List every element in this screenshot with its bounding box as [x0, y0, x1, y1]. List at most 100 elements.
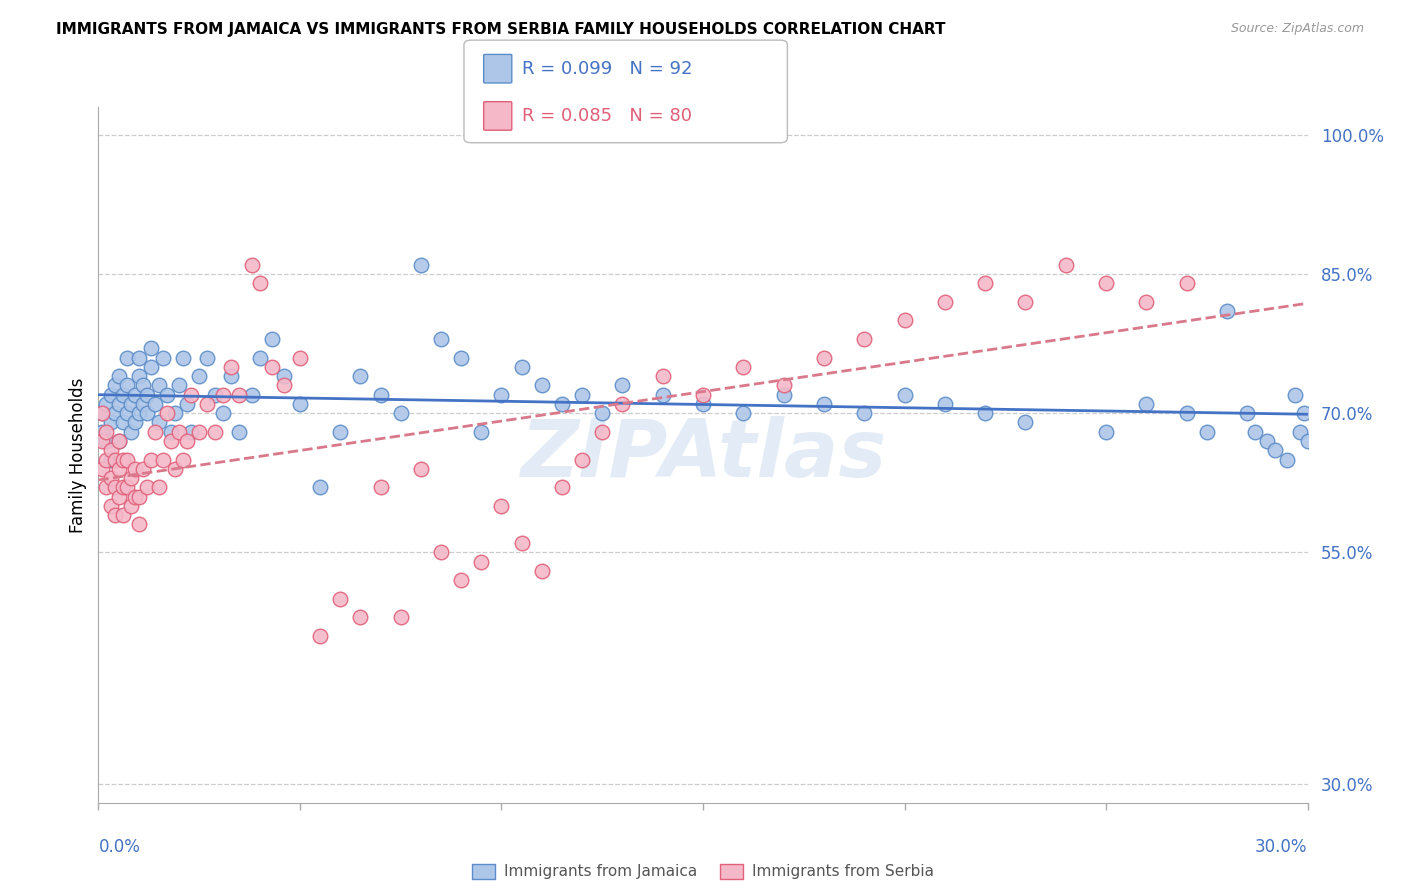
Point — [1256, 434, 1278, 448]
Point — [96, 480, 118, 494]
Point — [1054, 258, 1077, 272]
Point — [115, 378, 138, 392]
Point — [389, 610, 412, 624]
Point — [692, 397, 714, 411]
Point — [571, 387, 593, 401]
Point — [120, 499, 142, 513]
Point — [163, 406, 186, 420]
Point — [107, 490, 129, 504]
Point — [103, 480, 125, 494]
Point — [167, 378, 190, 392]
Point — [172, 351, 194, 365]
Point — [1236, 406, 1258, 420]
Point — [160, 425, 183, 439]
Point — [132, 462, 155, 476]
Point — [152, 452, 174, 467]
Point — [370, 387, 392, 401]
Point — [111, 416, 134, 430]
Point — [1014, 294, 1036, 309]
Point — [120, 397, 142, 411]
Point — [651, 369, 673, 384]
Point — [100, 443, 122, 458]
Point — [135, 387, 157, 401]
Point — [260, 332, 283, 346]
Point — [115, 480, 138, 494]
Point — [853, 332, 876, 346]
Point — [195, 351, 218, 365]
Point — [111, 387, 134, 401]
Point — [204, 387, 226, 401]
Point — [124, 387, 146, 401]
Point — [974, 406, 997, 420]
Point — [103, 378, 125, 392]
Point — [491, 499, 513, 513]
Point — [893, 313, 915, 327]
Point — [430, 545, 453, 559]
Point — [100, 499, 122, 513]
Point — [1216, 304, 1239, 318]
Point — [651, 387, 673, 401]
Point — [96, 452, 118, 467]
Point — [148, 416, 170, 430]
Point — [148, 480, 170, 494]
Point — [128, 490, 150, 504]
Point — [204, 425, 226, 439]
Point — [1264, 443, 1286, 458]
Point — [934, 397, 956, 411]
Point — [100, 416, 122, 430]
Point — [100, 471, 122, 485]
Point — [107, 434, 129, 448]
Point — [139, 341, 162, 355]
Point — [96, 434, 118, 448]
Point — [100, 387, 122, 401]
Point — [409, 462, 432, 476]
Point — [772, 378, 794, 392]
Point — [813, 397, 835, 411]
Point — [1175, 406, 1198, 420]
Point — [813, 351, 835, 365]
Point — [139, 359, 162, 374]
Point — [309, 629, 332, 643]
Point — [111, 452, 134, 467]
Point — [115, 351, 138, 365]
Point — [176, 397, 198, 411]
Point — [111, 508, 134, 523]
Point — [107, 462, 129, 476]
Point — [115, 406, 138, 420]
Point — [160, 434, 183, 448]
Point — [240, 258, 263, 272]
Point — [1296, 434, 1319, 448]
Point — [120, 471, 142, 485]
Point — [530, 564, 553, 578]
Point — [591, 406, 613, 420]
Point — [1135, 294, 1157, 309]
Point — [288, 351, 311, 365]
Point — [103, 508, 125, 523]
Text: ZIPAtlas: ZIPAtlas — [520, 416, 886, 494]
Point — [591, 425, 613, 439]
Point — [143, 425, 166, 439]
Point — [273, 369, 295, 384]
Point — [107, 397, 129, 411]
Point — [91, 406, 114, 420]
Point — [188, 369, 211, 384]
Point — [96, 425, 118, 439]
Y-axis label: Family Households: Family Households — [69, 377, 87, 533]
Point — [1288, 425, 1310, 439]
Point — [228, 387, 250, 401]
Point — [772, 387, 794, 401]
Point — [163, 462, 186, 476]
Point — [132, 378, 155, 392]
Point — [329, 591, 352, 606]
Point — [309, 480, 332, 494]
Point — [96, 397, 118, 411]
Point — [1277, 452, 1299, 467]
Point — [612, 378, 634, 392]
Text: R = 0.085   N = 80: R = 0.085 N = 80 — [522, 107, 692, 125]
Text: Source: ZipAtlas.com: Source: ZipAtlas.com — [1230, 22, 1364, 36]
Point — [195, 397, 218, 411]
Text: 30.0%: 30.0% — [1256, 838, 1308, 856]
Point — [124, 490, 146, 504]
Point — [167, 425, 190, 439]
Point — [188, 425, 211, 439]
